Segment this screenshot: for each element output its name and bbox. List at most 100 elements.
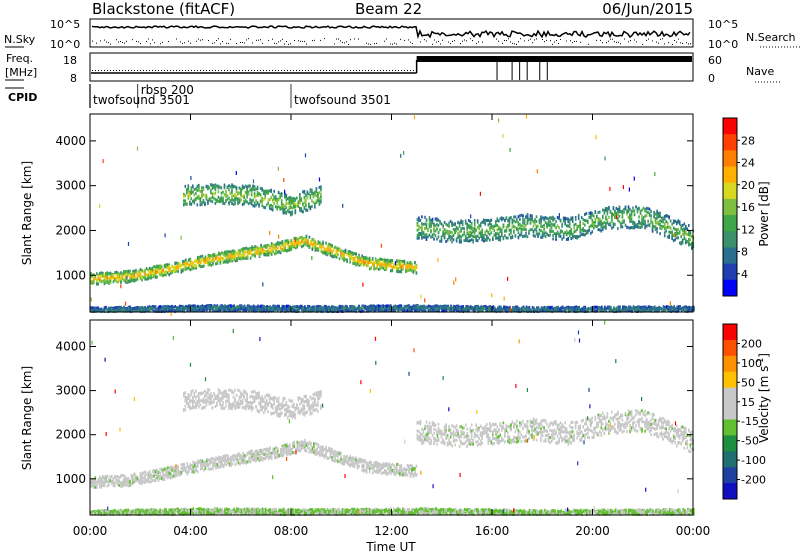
echo-cell — [343, 257, 345, 261]
echo-cell — [253, 195, 256, 199]
echo-cell — [353, 307, 356, 311]
echo-cell — [300, 197, 303, 201]
echo-cell — [178, 304, 181, 308]
echo-cell — [279, 241, 282, 245]
echo-cell — [531, 214, 533, 218]
echo-cell — [591, 230, 594, 234]
echo-cell — [192, 190, 194, 194]
echo-cell — [210, 189, 212, 193]
echo-cell — [571, 219, 574, 223]
echo-cell — [203, 308, 205, 312]
echo-cell — [434, 234, 437, 238]
echo-cell — [442, 224, 444, 228]
echo-cell — [617, 213, 619, 217]
echo-cell — [443, 228, 446, 232]
echo-cell — [230, 304, 232, 308]
echo-cell — [136, 277, 139, 281]
noise-search-dot — [576, 40, 577, 42]
echo-cell — [677, 220, 679, 224]
echo-cell — [362, 309, 365, 313]
nave-dot — [194, 70, 195, 71]
echo-cell — [433, 232, 435, 236]
echo-cell — [124, 280, 127, 284]
echo-cell — [609, 210, 612, 214]
nave-dot — [272, 70, 273, 71]
noise-search-dot — [532, 42, 533, 44]
echo-cell — [307, 239, 309, 243]
echo-cell — [350, 257, 353, 261]
echo-cell — [194, 259, 196, 263]
echo-cell — [639, 209, 642, 213]
echo-cell — [148, 270, 151, 273]
echo-cell — [376, 304, 378, 308]
echo-cell — [160, 264, 163, 268]
noise-search-dot — [108, 42, 109, 44]
echo-cell — [454, 305, 457, 309]
echo-cell — [397, 260, 400, 263]
echo-cell — [278, 243, 280, 247]
echo-cell — [645, 224, 648, 228]
echo-cell — [169, 270, 172, 273]
echo-cell — [205, 193, 208, 197]
echo-cell — [156, 309, 158, 313]
echo-cell — [462, 305, 464, 309]
echo-cell — [367, 259, 369, 263]
echo-cell — [510, 231, 512, 235]
echo-cell — [374, 267, 377, 271]
echo-cell — [574, 222, 577, 226]
echo-cell — [590, 231, 592, 235]
echo-cell — [148, 305, 151, 309]
echo-cell — [246, 306, 249, 310]
echo-cell — [184, 202, 187, 206]
echo-cell — [457, 221, 459, 225]
echo-cell — [449, 238, 452, 242]
echo-cell — [151, 305, 154, 308]
echo-cell — [582, 218, 584, 222]
echo-cell — [359, 307, 362, 311]
echo-cell — [168, 308, 170, 312]
echo-cell — [602, 214, 604, 218]
echo-cell — [191, 304, 193, 308]
echo-cell — [263, 306, 265, 310]
echo-cell — [198, 188, 200, 192]
echo-cell — [384, 266, 386, 270]
echo-cell — [537, 235, 539, 238]
echo-cell — [332, 249, 335, 253]
echo-cell — [239, 257, 241, 261]
echo-cell — [108, 309, 110, 313]
echo-cell — [521, 306, 523, 310]
echo-cell — [205, 185, 208, 189]
nave-dot — [125, 70, 126, 71]
echo-cell — [320, 247, 323, 251]
echo-cell — [276, 250, 279, 254]
echo-cell — [260, 252, 262, 256]
echo-cell — [121, 274, 124, 278]
echo-cell — [380, 305, 383, 309]
noise-search-dot — [290, 43, 291, 45]
echo-cell — [671, 231, 673, 235]
echo-cell — [291, 210, 294, 214]
noise-right-label: N.Search — [746, 31, 796, 44]
echo-cell — [514, 233, 517, 237]
echo-cell — [506, 305, 508, 309]
echo-cell — [211, 183, 214, 187]
echo-cell — [261, 198, 263, 202]
echo-cell — [325, 309, 327, 312]
echo-cell — [315, 194, 318, 198]
noise-search-dot — [618, 41, 619, 43]
echo-cell — [469, 220, 471, 223]
echo-cell — [612, 222, 615, 226]
echo-cell — [540, 229, 542, 233]
echo-cell — [218, 308, 220, 312]
echo-cell — [97, 282, 100, 286]
echo-cell — [246, 307, 249, 311]
echo-cell — [251, 245, 253, 249]
echo-cell — [180, 269, 183, 273]
date-title: 06/Jun/2015 — [602, 0, 693, 18]
echo-cell — [469, 226, 471, 230]
echo-cell — [210, 263, 213, 267]
echo-cell — [419, 226, 422, 230]
echo-cell — [477, 306, 479, 310]
echo-cell — [654, 227, 657, 231]
echo-cell — [235, 194, 238, 198]
